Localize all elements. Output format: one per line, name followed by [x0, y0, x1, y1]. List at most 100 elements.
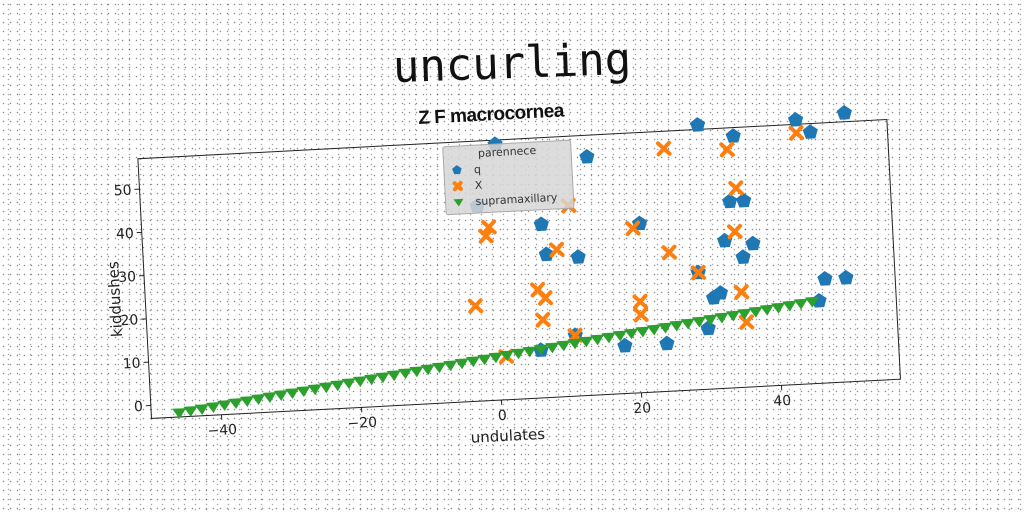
- point-supramaxillary: [658, 322, 673, 334]
- x-stroke: [625, 220, 641, 237]
- legend-box: [442, 139, 575, 216]
- point-supramaxillary: [398, 368, 413, 380]
- point-X: [633, 306, 649, 323]
- x-stroke: [719, 141, 735, 158]
- point-supramaxillary: [793, 298, 808, 310]
- point-supramaxillary: [172, 408, 187, 419]
- point-q: [533, 216, 549, 232]
- point-supramaxillary: [296, 386, 311, 398]
- data-points: [172, 105, 854, 419]
- legend-label: supramaxillary: [475, 191, 558, 208]
- point-supramaxillary: [375, 372, 390, 384]
- y-tick-label: 20: [120, 312, 139, 329]
- x-stroke: [538, 290, 553, 306]
- point-q: [735, 249, 751, 264]
- point-supramaxillary: [703, 314, 718, 326]
- x-tick-label: 0: [497, 408, 507, 424]
- point-supramaxillary: [556, 340, 571, 352]
- legend-label: q: [474, 163, 482, 176]
- y-tick-label: 30: [118, 269, 137, 286]
- point-q: [838, 269, 854, 285]
- point-X: [738, 314, 755, 330]
- x-stroke: [530, 281, 546, 298]
- point-supramaxillary: [511, 348, 526, 360]
- point-X: [632, 293, 649, 310]
- point-supramaxillary: [680, 318, 695, 330]
- point-q: [817, 270, 833, 286]
- point-supramaxillary: [194, 404, 209, 415]
- point-supramaxillary: [443, 360, 458, 372]
- point-supramaxillary: [725, 310, 740, 322]
- point-q: [538, 246, 554, 262]
- x-stroke: [662, 244, 677, 261]
- point-supramaxillary: [748, 306, 763, 318]
- point-X: [719, 141, 735, 158]
- point-X: [467, 298, 484, 314]
- point-supramaxillary: [590, 334, 605, 346]
- legend-marker-X: [452, 180, 463, 192]
- point-supramaxillary: [635, 326, 650, 338]
- point-X: [727, 223, 743, 240]
- point-supramaxillary: [239, 396, 254, 407]
- point-supramaxillary: [420, 364, 435, 376]
- legend-label: X: [474, 179, 483, 192]
- x-tick-label: 40: [773, 393, 792, 410]
- point-supramaxillary: [205, 402, 220, 413]
- x-tick-label: −40: [207, 422, 237, 440]
- point-supramaxillary: [341, 378, 356, 390]
- point-supramaxillary: [228, 398, 243, 409]
- x-stroke: [535, 312, 551, 328]
- legend-marker-supramaxillary: [453, 198, 464, 207]
- point-supramaxillary: [499, 350, 514, 362]
- point-X: [728, 180, 744, 196]
- point-supramaxillary: [804, 296, 819, 308]
- point-supramaxillary: [183, 406, 198, 417]
- point-X: [733, 284, 750, 300]
- x-stroke: [728, 180, 744, 196]
- point-q: [712, 285, 728, 300]
- point-q: [617, 337, 633, 353]
- scatter-chart: −40 −20 0 20 40 0 10 20 30 40 50 parennece qXsupram…: [113, 105, 902, 440]
- point-X: [535, 312, 551, 328]
- legend-title: parennece: [478, 144, 537, 160]
- point-X: [481, 219, 497, 235]
- point-supramaxillary: [251, 394, 266, 406]
- point-supramaxillary: [522, 346, 537, 358]
- point-supramaxillary: [578, 336, 593, 348]
- point-supramaxillary: [669, 320, 684, 332]
- axis-ticks: −40 −20 0 20 40 0 10 20 30 40 50: [113, 182, 792, 440]
- point-supramaxillary: [386, 370, 401, 382]
- point-supramaxillary: [612, 330, 627, 342]
- point-X: [656, 140, 672, 157]
- point-supramaxillary: [691, 316, 706, 328]
- x-stroke: [478, 228, 494, 244]
- point-supramaxillary: [771, 302, 786, 314]
- point-supramaxillary: [352, 376, 367, 388]
- point-q: [725, 128, 741, 143]
- x-tick-label: 20: [633, 400, 652, 417]
- point-supramaxillary: [714, 312, 729, 324]
- point-q: [570, 249, 586, 264]
- point-X: [661, 244, 678, 261]
- point-supramaxillary: [409, 366, 424, 378]
- point-q: [802, 124, 818, 139]
- x-stroke: [691, 264, 706, 281]
- point-q: [736, 192, 752, 208]
- x-stroke: [468, 298, 483, 314]
- point-q: [659, 335, 675, 351]
- point-supramaxillary: [465, 356, 480, 368]
- point-q: [836, 105, 852, 120]
- point-supramaxillary: [454, 358, 469, 370]
- y-tick-label: 50: [113, 182, 132, 199]
- x-stroke: [789, 125, 804, 141]
- point-q: [811, 293, 827, 308]
- point-supramaxillary: [285, 388, 300, 400]
- point-supramaxillary: [545, 342, 560, 354]
- y-tick-label: 0: [134, 399, 144, 415]
- x-stroke: [739, 314, 754, 330]
- plot-frame: [137, 119, 902, 419]
- point-supramaxillary: [217, 400, 232, 411]
- y-tick-label: 40: [116, 226, 135, 243]
- point-supramaxillary: [477, 354, 492, 366]
